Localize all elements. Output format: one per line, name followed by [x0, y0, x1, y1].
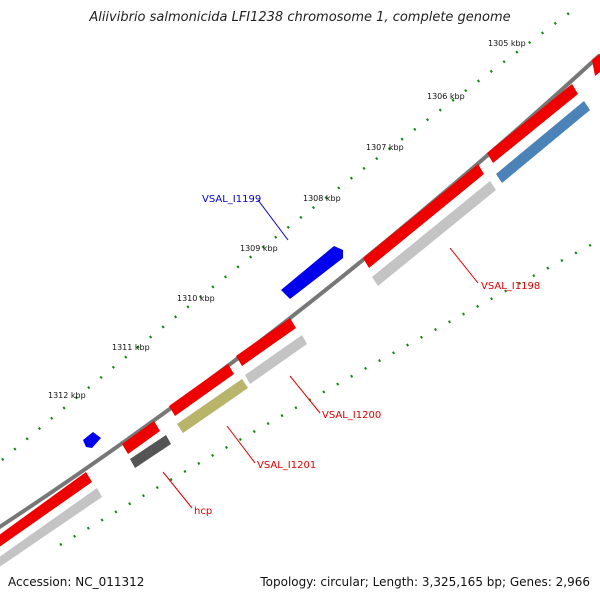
label-vsal_i1200: VSAL_I1200: [322, 410, 381, 421]
tick-label-1309: 1309 kbp: [240, 244, 278, 253]
gene-arrow[interactable]: [0, 472, 92, 550]
tick-label-1310: 1310 kbp: [177, 294, 215, 303]
tick-label-1308: 1308 kbp: [303, 194, 341, 203]
label-vsal_i1198: VSAL_I1198: [481, 281, 540, 292]
leader-vsal_i1200: [289, 375, 321, 414]
gene-block[interactable]: [0, 488, 102, 570]
label-vsal_i1199: VSAL_I1199: [202, 194, 261, 205]
gene-track-second: [0, 101, 590, 570]
gene-arrow[interactable]: [236, 318, 296, 366]
gene-block[interactable]: [496, 101, 590, 183]
gene-arrow[interactable]: [122, 421, 160, 454]
leader-vsal_i1198: [449, 247, 479, 284]
gene-arrow[interactable]: [487, 84, 578, 163]
gene-block[interactable]: [245, 335, 307, 384]
leader-vsal_i1199: [257, 199, 289, 241]
map-title: Aliivibrio salmonicida LFI1238 chromosom…: [89, 10, 511, 25]
gene-vsal_i1199[interactable]: [281, 246, 343, 299]
gene-arrow[interactable]: [592, 54, 600, 76]
gene-small-blue[interactable]: [83, 432, 101, 448]
gene-arrow[interactable]: [169, 364, 234, 416]
gene-track-reverse: [83, 246, 343, 448]
gene-block[interactable]: [177, 379, 248, 433]
gene-track-forward: [0, 54, 600, 550]
summary-text: Topology: circular; Length: 3,325,165 bp…: [260, 575, 590, 589]
leader-vsal_i1201: [226, 425, 256, 464]
tick-label-1307: 1307 kbp: [366, 143, 404, 152]
tick-label-1311: 1311 kbp: [112, 343, 150, 352]
gene-block[interactable]: [372, 181, 496, 286]
leader-hcp: [162, 471, 193, 509]
tick-label-1305: 1305 kbp: [488, 39, 526, 48]
tick-label-1306: 1306 kbp: [427, 92, 465, 101]
gene-arrow[interactable]: [363, 164, 484, 268]
tick-label-1312: 1312 kbp: [48, 391, 86, 400]
gene-block[interactable]: [130, 435, 171, 468]
genome-backbone: [0, 53, 600, 530]
label-vsal_i1201: VSAL_I1201: [257, 460, 316, 471]
label-hcp: hcp: [194, 506, 212, 517]
accession-text: Accession: NC_011312: [8, 575, 145, 589]
tick-ring-outer: [1, 3, 581, 461]
